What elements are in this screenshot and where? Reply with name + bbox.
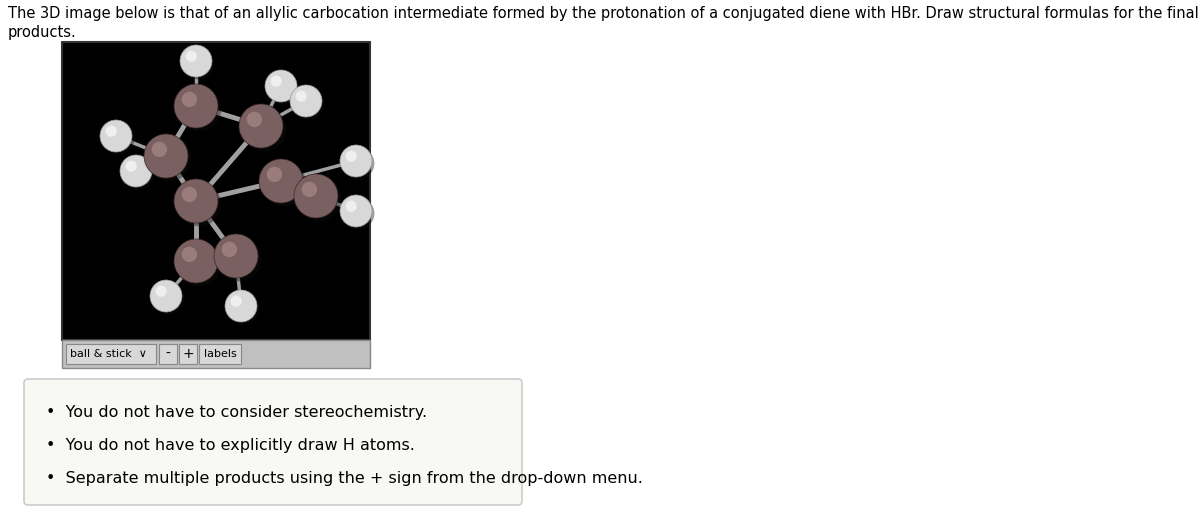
Circle shape — [222, 242, 238, 257]
Circle shape — [295, 91, 307, 102]
Circle shape — [151, 142, 167, 157]
Circle shape — [265, 70, 298, 102]
Circle shape — [259, 159, 302, 203]
Circle shape — [242, 107, 287, 151]
Circle shape — [340, 195, 372, 227]
Circle shape — [298, 178, 341, 222]
Circle shape — [126, 161, 137, 172]
Circle shape — [228, 293, 259, 324]
Circle shape — [247, 112, 262, 127]
Circle shape — [106, 126, 116, 137]
Circle shape — [178, 87, 221, 131]
Circle shape — [346, 200, 356, 212]
Text: ball & stick  ∨: ball & stick ∨ — [70, 349, 146, 359]
Bar — [62, 340, 370, 368]
Text: The 3D image below is that of an allylic carbocation intermediate formed by the : The 3D image below is that of an allylic… — [8, 6, 1200, 21]
Text: •  You do not have to consider stereochemistry.: • You do not have to consider stereochem… — [46, 405, 427, 420]
Circle shape — [270, 76, 282, 87]
Circle shape — [102, 122, 134, 154]
Circle shape — [100, 120, 132, 152]
Circle shape — [181, 246, 197, 262]
Circle shape — [301, 182, 317, 197]
Circle shape — [230, 296, 242, 307]
Text: labels: labels — [204, 349, 236, 359]
Bar — [199, 344, 241, 364]
Circle shape — [180, 45, 212, 77]
Circle shape — [178, 242, 221, 286]
Circle shape — [239, 104, 283, 148]
Circle shape — [148, 137, 191, 181]
Circle shape — [150, 280, 182, 312]
Circle shape — [214, 234, 258, 278]
Circle shape — [290, 85, 322, 117]
FancyBboxPatch shape — [24, 379, 522, 505]
Circle shape — [156, 286, 167, 297]
Circle shape — [144, 134, 188, 178]
Circle shape — [174, 84, 218, 128]
Circle shape — [293, 87, 324, 119]
Circle shape — [294, 174, 338, 218]
Circle shape — [182, 47, 215, 80]
Text: +: + — [182, 347, 194, 361]
Circle shape — [268, 73, 300, 104]
Bar — [158, 344, 178, 364]
Text: •  You do not have to explicitly draw H atoms.: • You do not have to explicitly draw H a… — [46, 438, 415, 453]
Text: •  Separate multiple products using the + sign from the drop-down menu.: • Separate multiple products using the +… — [46, 471, 643, 486]
Circle shape — [266, 167, 282, 182]
Circle shape — [178, 182, 221, 226]
Circle shape — [122, 157, 155, 189]
Circle shape — [174, 179, 218, 223]
Text: -: - — [166, 347, 170, 361]
Bar — [66, 344, 156, 364]
Circle shape — [174, 239, 218, 283]
Circle shape — [120, 155, 152, 187]
Circle shape — [181, 187, 197, 202]
Circle shape — [186, 50, 197, 62]
Circle shape — [152, 282, 185, 314]
Circle shape — [346, 151, 356, 162]
Circle shape — [342, 197, 374, 229]
Circle shape — [217, 237, 262, 281]
Circle shape — [342, 147, 374, 179]
Circle shape — [181, 92, 197, 107]
Text: products.: products. — [8, 25, 77, 40]
Circle shape — [226, 290, 257, 322]
Bar — [179, 344, 197, 364]
Circle shape — [263, 162, 306, 206]
Circle shape — [340, 145, 372, 177]
Bar — [62, 42, 370, 340]
